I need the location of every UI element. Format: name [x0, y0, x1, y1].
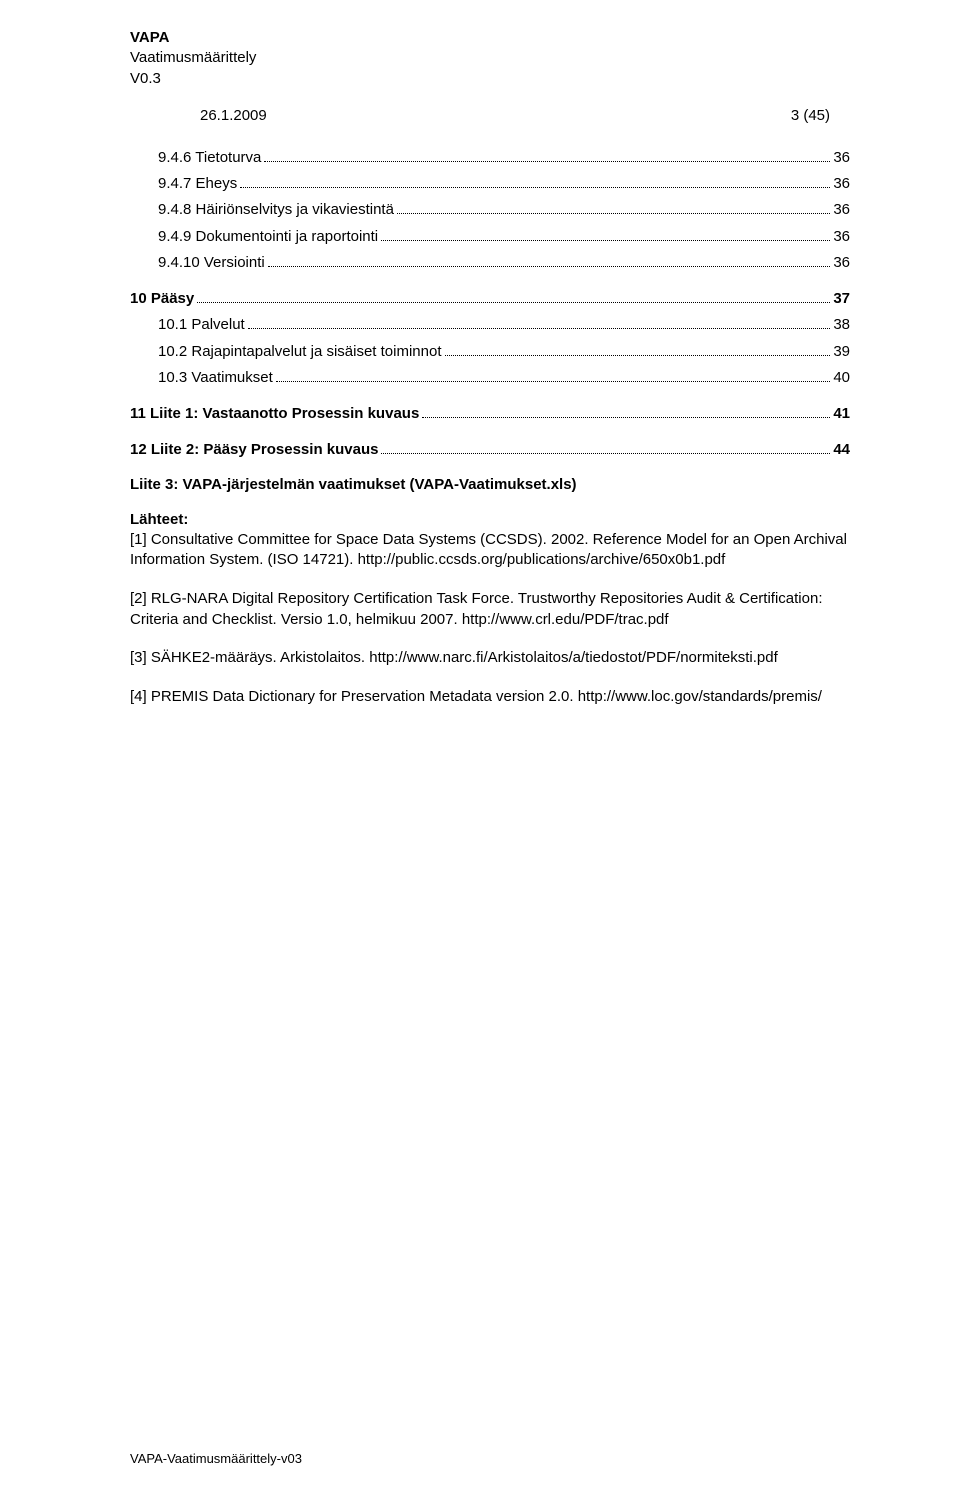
toc-entry-page: 36 — [833, 225, 850, 248]
doc-date: 26.1.2009 — [200, 107, 267, 124]
toc-entry-page: 41 — [833, 402, 850, 425]
toc-entry-label: 10.1 Palvelut — [158, 313, 245, 336]
toc-entry-label: 11 Liite 1: Vastaanotto Prosessin kuvaus — [130, 402, 419, 425]
references-list: [1] Consultative Committee for Space Dat… — [130, 530, 850, 708]
reference-item: [1] Consultative Committee for Space Dat… — [130, 530, 850, 571]
doc-subtitle: Vaatimusmäärittely — [130, 48, 850, 68]
document-page: VAPA Vaatimusmäärittely V0.3 26.1.2009 3… — [0, 0, 960, 754]
toc-entry-label: 12 Liite 2: Pääsy Prosessin kuvaus — [130, 438, 378, 461]
toc-entry-page: 38 — [833, 313, 850, 336]
toc-leader-dots — [248, 328, 831, 329]
toc-entry-page: 39 — [833, 340, 850, 363]
table-of-contents: 9.4.6 Tietoturva369.4.7 Eheys369.4.8 Häi… — [130, 146, 850, 462]
toc-entry-label: 9.4.6 Tietoturva — [158, 146, 261, 169]
toc-entry: 9.4.9 Dokumentointi ja raportointi 36 — [130, 225, 850, 248]
toc-entry-page: 40 — [833, 366, 850, 389]
document-header: VAPA Vaatimusmäärittely V0.3 26.1.2009 3… — [130, 28, 850, 124]
toc-entry: 10 Pääsy 37 — [130, 287, 850, 310]
toc-entry: 9.4.7 Eheys 36 — [130, 172, 850, 195]
references-heading: Lähteet: — [130, 511, 850, 528]
page-indicator: 3 (45) — [791, 107, 830, 124]
reference-item: [2] RLG-NARA Digital Repository Certific… — [130, 589, 850, 630]
toc-leader-dots — [264, 161, 830, 162]
toc-entry-page: 44 — [833, 438, 850, 461]
toc-entry-label: 10 Pääsy — [130, 287, 194, 310]
date-page-row: 26.1.2009 3 (45) — [130, 107, 850, 124]
toc-leader-dots — [397, 213, 830, 214]
doc-version: V0.3 — [130, 69, 850, 89]
toc-leader-dots — [445, 355, 831, 356]
toc-entry-page: 36 — [833, 146, 850, 169]
toc-leader-dots — [381, 240, 830, 241]
toc-entry-page: 36 — [833, 251, 850, 274]
toc-entry: 10.2 Rajapintapalvelut ja sisäiset toimi… — [130, 340, 850, 363]
toc-entry-label: 9.4.7 Eheys — [158, 172, 237, 195]
toc-leader-dots — [197, 302, 830, 303]
toc-gap — [130, 428, 850, 438]
toc-entry: 10.3 Vaatimukset 40 — [130, 366, 850, 389]
toc-leader-dots — [422, 417, 830, 418]
toc-entry-label: 9.4.9 Dokumentointi ja raportointi — [158, 225, 378, 248]
reference-item: [3] SÄHKE2-määräys. Arkistolaitos. http:… — [130, 648, 850, 669]
toc-entry: 9.4.8 Häiriönselvitys ja vikaviestintä 36 — [130, 198, 850, 221]
appendix-3-heading: Liite 3: VAPA-järjestelmän vaatimukset (… — [130, 476, 850, 493]
toc-entry: 12 Liite 2: Pääsy Prosessin kuvaus 44 — [130, 438, 850, 461]
reference-item: [4] PREMIS Data Dictionary for Preservat… — [130, 687, 850, 708]
toc-leader-dots — [268, 266, 831, 267]
toc-gap — [130, 277, 850, 287]
footer-text: VAPA-Vaatimusmäärittely-v03 — [130, 1451, 302, 1466]
toc-entry-label: 10.2 Rajapintapalvelut ja sisäiset toimi… — [158, 340, 442, 363]
toc-entry-label: 9.4.8 Häiriönselvitys ja vikaviestintä — [158, 198, 394, 221]
toc-entry-label: 10.3 Vaatimukset — [158, 366, 273, 389]
toc-leader-dots — [276, 381, 831, 382]
toc-entry: 9.4.10 Versiointi 36 — [130, 251, 850, 274]
toc-leader-dots — [381, 453, 830, 454]
toc-entry: 10.1 Palvelut 38 — [130, 313, 850, 336]
doc-title: VAPA — [130, 28, 850, 48]
toc-entry-label: 9.4.10 Versiointi — [158, 251, 265, 274]
toc-gap — [130, 392, 850, 402]
toc-leader-dots — [240, 187, 830, 188]
toc-entry-page: 36 — [833, 198, 850, 221]
toc-entry: 9.4.6 Tietoturva 36 — [130, 146, 850, 169]
toc-entry-page: 37 — [833, 287, 850, 310]
toc-entry: 11 Liite 1: Vastaanotto Prosessin kuvaus… — [130, 402, 850, 425]
toc-entry-page: 36 — [833, 172, 850, 195]
